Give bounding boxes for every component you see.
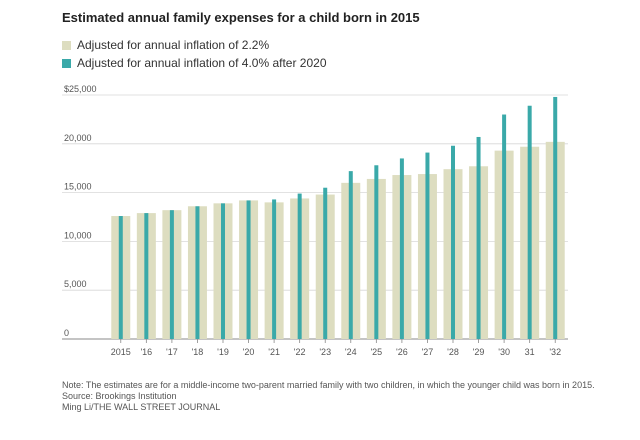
bar-inflation-4-0-11 xyxy=(399,158,404,339)
chart-title: Estimated annual family expenses for a c… xyxy=(62,10,420,25)
x-tick-label-15: '30 xyxy=(498,347,510,357)
x-tick-label-3: '18 xyxy=(192,347,204,357)
bar-inflation-4-0-9 xyxy=(348,171,353,339)
x-tick-label-7: '22 xyxy=(294,347,306,357)
y-tick-label-0: 0 xyxy=(64,328,69,338)
source-text: Source: Brookings Institution xyxy=(62,391,177,401)
x-tick-label-16: 31 xyxy=(525,347,535,357)
note-text: Note: The estimates are for a middle-inc… xyxy=(62,380,595,390)
legend-item-inflation-2-2: Adjusted for annual inflation of 2.2% xyxy=(62,36,327,54)
y-tick-label-3: 15,000 xyxy=(64,182,92,192)
y-tick-label-2: 10,000 xyxy=(64,230,92,240)
bar-inflation-4-0-6 xyxy=(272,199,277,339)
bar-inflation-4-0-14 xyxy=(476,136,481,339)
legend-label-inflation-4-0: Adjusted for annual inflation of 4.0% af… xyxy=(77,56,327,70)
x-tick-label-9: '24 xyxy=(345,347,357,357)
bar-inflation-4-0-15 xyxy=(502,114,507,340)
y-tick-label-5: $25,000 xyxy=(64,84,97,94)
y-tick-label-1: 5,000 xyxy=(64,279,87,289)
bar-inflation-4-0-4 xyxy=(221,203,225,339)
bar-inflation-4-0-5 xyxy=(246,200,251,339)
x-tick-label-17: '32 xyxy=(549,347,561,357)
x-tick-label-4: '19 xyxy=(217,347,229,357)
legend: Adjusted for annual inflation of 2.2% Ad… xyxy=(62,36,327,72)
bar-inflation-4-0-16 xyxy=(527,105,532,340)
x-tick-label-10: '25 xyxy=(370,347,382,357)
bar-inflation-4-0-3 xyxy=(195,206,200,339)
legend-item-inflation-4-0: Adjusted for annual inflation of 4.0% af… xyxy=(62,54,327,72)
x-tick-label-12: '27 xyxy=(422,347,434,357)
bar-inflation-4-0-0 xyxy=(118,216,123,339)
x-tick-label-6: '21 xyxy=(268,347,280,357)
bar-inflation-4-0-2 xyxy=(169,210,174,339)
x-tick-label-2: '17 xyxy=(166,347,178,357)
bar-inflation-4-0-13 xyxy=(451,145,455,339)
x-tick-label-5: '20 xyxy=(243,347,255,357)
bar-inflation-4-0-8 xyxy=(323,187,328,339)
x-tick-label-8: '23 xyxy=(319,347,331,357)
bar-inflation-4-0-7 xyxy=(297,193,302,339)
y-tick-label-4: 20,000 xyxy=(64,133,92,143)
bar-inflation-4-0-10 xyxy=(374,165,379,339)
legend-swatch-inflation-4-0 xyxy=(62,58,71,68)
legend-label-inflation-2-2: Adjusted for annual inflation of 2.2% xyxy=(77,38,270,52)
x-tick-label-1: '16 xyxy=(140,347,152,357)
x-tick-label-11: '26 xyxy=(396,347,408,357)
x-tick-label-13: '28 xyxy=(447,347,459,357)
x-tick-label-14: '29 xyxy=(473,347,485,357)
x-tick-label-0: 2015 xyxy=(111,347,131,357)
legend-swatch-inflation-2-2 xyxy=(62,40,71,50)
bar-inflation-4-0-1 xyxy=(144,213,149,339)
credit-text: Ming Li/THE WALL STREET JOURNAL xyxy=(62,402,221,412)
bar-inflation-4-0-12 xyxy=(425,152,430,339)
chart-notes: Note: The estimates are for a middle-inc… xyxy=(62,380,622,413)
bar-inflation-4-0-17 xyxy=(553,96,558,340)
